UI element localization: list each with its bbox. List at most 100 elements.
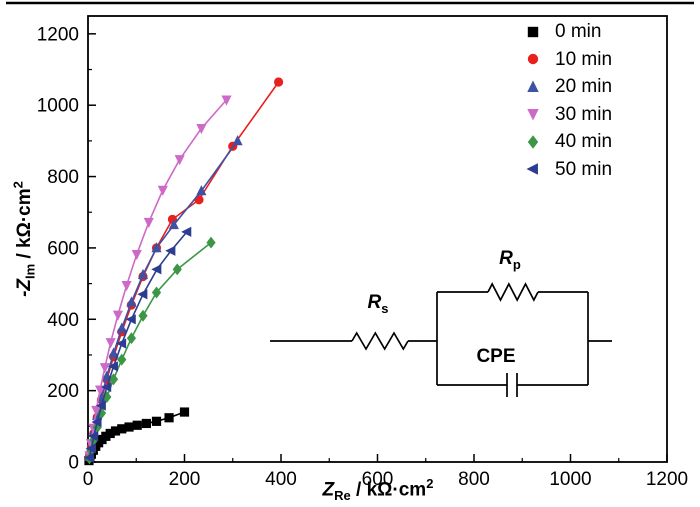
triangle-down-marker bbox=[121, 281, 132, 292]
legend-item: 0 min bbox=[520, 18, 612, 46]
triangle-up-marker bbox=[137, 268, 149, 280]
diamond-marker bbox=[108, 373, 119, 386]
legend-item: 30 min bbox=[520, 101, 612, 129]
y-axis-units: / kΩ·cm bbox=[13, 188, 35, 264]
triangle-left-marker bbox=[165, 245, 176, 256]
rp-subscript: p bbox=[512, 256, 521, 272]
triangle-left-marker bbox=[91, 416, 102, 428]
triangle-left-marker bbox=[125, 314, 136, 325]
resistor-rs-label: Rs bbox=[368, 292, 389, 316]
legend-item: 40 min bbox=[520, 128, 612, 156]
square-marker bbox=[132, 420, 142, 430]
legend-triangle-left-icon bbox=[526, 163, 538, 175]
y-axis-subscript: Im bbox=[22, 263, 38, 279]
triangle-up-marker bbox=[196, 185, 207, 196]
diamond-marker bbox=[138, 309, 148, 322]
square-marker bbox=[141, 418, 151, 429]
diamond-marker bbox=[172, 263, 182, 276]
legend-item-label: 10 min bbox=[555, 48, 613, 70]
series-line-30-min bbox=[88, 99, 228, 456]
x-tick-label: 1000 bbox=[549, 469, 591, 490]
legend-item-label: 0 min bbox=[555, 21, 602, 43]
triangle-up-marker bbox=[108, 347, 119, 358]
rp-symbol: R bbox=[499, 248, 513, 270]
triangle-left-marker bbox=[88, 431, 99, 442]
legend-item: 10 min bbox=[520, 46, 612, 74]
legend-square-icon bbox=[527, 26, 539, 37]
square-marker bbox=[124, 422, 134, 432]
diamond-marker bbox=[206, 236, 216, 249]
circle-marker bbox=[273, 77, 284, 87]
diamond-marker bbox=[151, 286, 162, 299]
circle-marker bbox=[527, 54, 539, 65]
legend-item-label: 30 min bbox=[555, 103, 613, 125]
x-axis-units: / kΩ·cm bbox=[350, 479, 427, 501]
triangle-down-marker bbox=[95, 385, 106, 396]
triangle-left-marker bbox=[83, 452, 94, 463]
triangle-left-marker bbox=[107, 361, 118, 372]
legend-triangle-down-icon bbox=[527, 109, 539, 121]
x-axis-subscript: Re bbox=[334, 488, 351, 504]
x-tick-label: 800 bbox=[458, 469, 490, 490]
y-tick-label: 200 bbox=[47, 381, 79, 402]
triangle-down-marker bbox=[221, 95, 232, 106]
square-marker bbox=[105, 428, 115, 439]
x-axis-symbol: Z bbox=[322, 479, 335, 501]
x-axis-superscript: 2 bbox=[426, 476, 434, 491]
triangle-left-marker bbox=[181, 226, 192, 237]
triangle-down-marker bbox=[174, 155, 185, 166]
triangle-up-marker bbox=[232, 135, 243, 146]
y-tick-label: 1000 bbox=[37, 96, 79, 117]
square-marker bbox=[110, 426, 121, 436]
x-axis-title: ZRe / kΩ·cm2 bbox=[323, 476, 434, 503]
triangle-down-marker bbox=[99, 363, 110, 374]
x-tick-label: 200 bbox=[169, 469, 201, 490]
triangle-up-marker bbox=[527, 80, 539, 92]
legend-item: 20 min bbox=[520, 73, 612, 101]
resistor-rs-zigzag bbox=[351, 331, 409, 351]
y-axis-title: -ZIm / kΩ·cm2 bbox=[10, 181, 37, 297]
cpe-label: CPE bbox=[476, 346, 516, 367]
triangle-left-marker bbox=[85, 443, 96, 454]
triangle-left-marker bbox=[101, 382, 112, 393]
triangle-down-marker bbox=[131, 249, 142, 261]
triangle-up-marker bbox=[151, 242, 162, 253]
x-tick-label: 1200 bbox=[646, 469, 688, 490]
triangle-left-marker bbox=[151, 264, 162, 275]
y-tick-label: 0 bbox=[68, 453, 79, 474]
equivalent-circuit-diagram bbox=[270, 282, 612, 397]
triangle-up-marker bbox=[168, 218, 179, 230]
resistor-rp-zigzag bbox=[487, 282, 539, 302]
square-marker bbox=[527, 26, 539, 37]
triangle-left-marker bbox=[526, 163, 538, 175]
x-tick-label: 0 bbox=[83, 469, 94, 490]
legend-circle-icon bbox=[527, 54, 539, 65]
triangle-left-marker bbox=[116, 338, 127, 349]
triangle-down-marker bbox=[143, 217, 154, 228]
series-line-10-min bbox=[88, 81, 280, 458]
triangle-down-marker bbox=[157, 185, 168, 196]
triangle-down-marker bbox=[91, 405, 102, 417]
triangle-down-marker bbox=[196, 124, 207, 135]
legend-triangle-up-icon bbox=[527, 80, 539, 92]
y-tick-label: 1200 bbox=[37, 24, 79, 45]
square-marker bbox=[164, 413, 174, 423]
rs-subscript: s bbox=[381, 300, 389, 316]
diamond-marker bbox=[126, 332, 137, 345]
diamond-marker bbox=[117, 353, 127, 366]
square-marker bbox=[179, 407, 190, 417]
triangle-down-marker bbox=[527, 109, 539, 121]
x-tick-label: 600 bbox=[362, 469, 394, 490]
legend-item-label: 40 min bbox=[555, 131, 613, 153]
triangle-left-marker bbox=[137, 289, 148, 300]
diamond-marker bbox=[102, 391, 112, 404]
legend-item-label: 20 min bbox=[555, 76, 613, 98]
resistor-rp-label: Rp bbox=[499, 248, 521, 272]
rs-symbol: R bbox=[367, 292, 382, 314]
triangle-up-marker bbox=[126, 296, 137, 307]
legend-item-label: 50 min bbox=[555, 158, 613, 180]
legend: 0 min 10 min 20 min 30 min 40 min 50 min bbox=[520, 18, 612, 183]
x-tick-label: 400 bbox=[265, 469, 297, 490]
